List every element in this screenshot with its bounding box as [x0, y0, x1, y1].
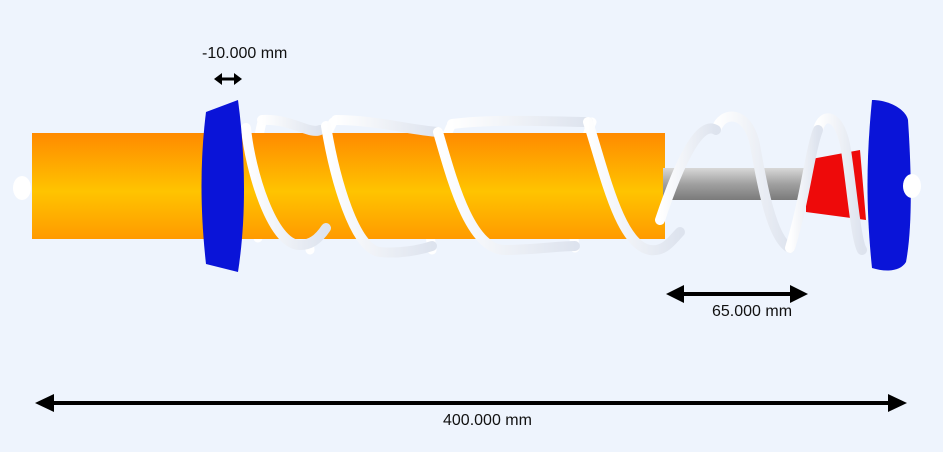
right-spring-seat: [867, 100, 911, 271]
travel-dimension-arrow: [666, 285, 808, 303]
preload-dimension-arrow: [214, 73, 242, 85]
travel-dimension-label: 65.000 mm: [712, 303, 793, 320]
right-end-eye: [903, 174, 921, 198]
left-spring-seat: [201, 100, 244, 272]
left-end-eye: [13, 176, 31, 200]
preload-dimension-label: -10.000 mm: [202, 45, 288, 62]
piston-rod: [663, 168, 813, 200]
overall-length-dimension-label: 400.000 mm: [443, 412, 532, 429]
spring-front-coils: [241, 111, 867, 258]
overall-length-dimension-arrow: [35, 394, 907, 412]
